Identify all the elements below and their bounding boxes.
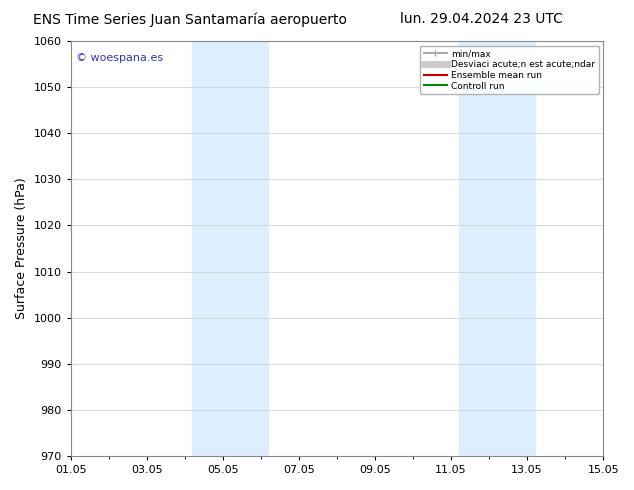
Legend: min/max, Desviaci acute;n est acute;ndar, Ensemble mean run, Controll run: min/max, Desviaci acute;n est acute;ndar… [420,46,598,94]
Bar [458,41,534,456]
Bar [192,41,268,456]
Y-axis label: Surface Pressure (hPa): Surface Pressure (hPa) [15,178,28,319]
Text: © woespana.es: © woespana.es [76,53,163,64]
Text: lun. 29.04.2024 23 UTC: lun. 29.04.2024 23 UTC [401,12,563,26]
Text: ENS Time Series Juan Santamaría aeropuerto: ENS Time Series Juan Santamaría aeropuer… [33,12,347,27]
